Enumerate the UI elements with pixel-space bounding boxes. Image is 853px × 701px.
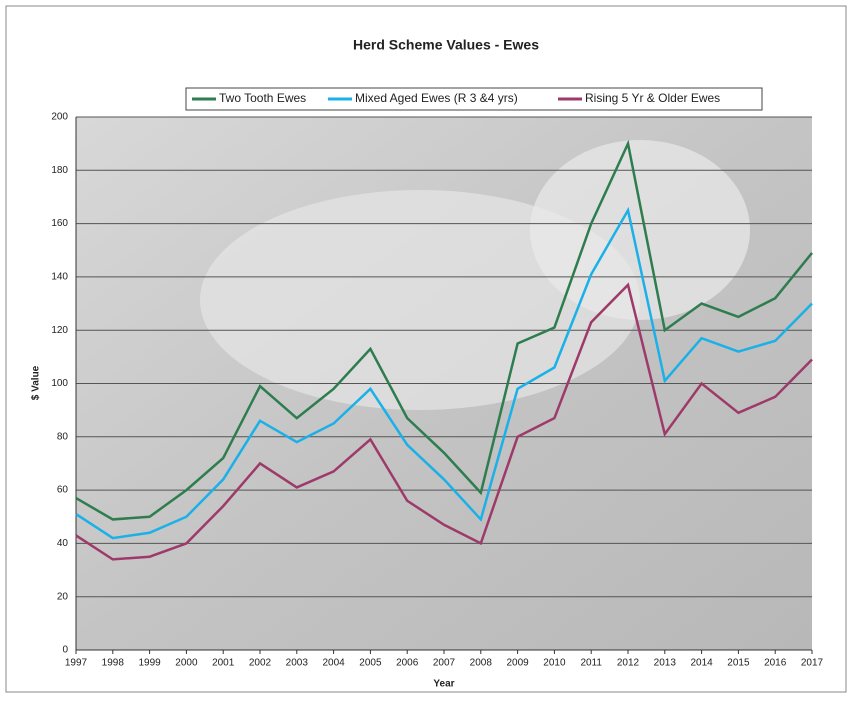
x-tick-label: 2003: [286, 658, 309, 669]
background-image: [530, 140, 750, 320]
x-tick-label: 2002: [249, 658, 272, 669]
x-tick-label: 2017: [801, 658, 824, 669]
line: [75, 282, 813, 561]
x-tick-label: 2015: [727, 658, 750, 669]
chart-title: Herd Scheme Values - Ewes: [353, 37, 539, 53]
y-tick-label: 40: [57, 538, 69, 549]
x-tick-label: 2000: [175, 658, 198, 669]
y-tick-label: 0: [62, 645, 68, 656]
x-tick-label: 2013: [654, 658, 677, 669]
line: [75, 139, 813, 521]
x-tick-label: 2016: [764, 658, 787, 669]
x-tick-label: 2008: [470, 658, 493, 669]
x-tick-label: 2001: [212, 658, 235, 669]
legend-label: Rising 5 Yr & Older Ewes: [585, 91, 720, 105]
x-tick-label: 2014: [690, 658, 713, 669]
y-tick-label: 140: [51, 272, 68, 283]
y-tick-label: 20: [57, 591, 69, 602]
x-tick-label: 1999: [138, 658, 161, 669]
x-tick-label: 2005: [359, 658, 382, 669]
x-tick-label: 2010: [543, 658, 566, 669]
legend-box: [185, 87, 763, 111]
x-axis-label: Year: [433, 679, 454, 690]
y-tick-label: 180: [51, 165, 68, 176]
y-tick-label: 100: [51, 378, 68, 389]
x-tick-label: 2012: [617, 658, 640, 669]
y-tick-label: 160: [51, 218, 68, 229]
y-tick-label: 60: [57, 485, 69, 496]
x-tick-label: 2006: [396, 658, 419, 669]
x-tick-label: 2004: [322, 658, 345, 669]
y-tick-label: 120: [51, 325, 68, 336]
x-tick-label: 2009: [506, 658, 529, 669]
legend-label: Mixed Aged Ewes (R 3 &4 yrs): [355, 91, 518, 105]
x-tick-label: 1998: [102, 658, 125, 669]
legend-label: Two Tooth Ewes: [219, 91, 306, 105]
x-tick-label: 2011: [580, 658, 602, 669]
x-tick-label: 2007: [433, 658, 456, 669]
y-tick-label: 200: [51, 112, 68, 123]
background-image: [200, 190, 640, 410]
x-tick-label: 1997: [65, 658, 88, 669]
y-tick-label: 80: [57, 431, 69, 442]
line: [75, 206, 813, 540]
y-axis-label: $ Value: [31, 365, 42, 400]
